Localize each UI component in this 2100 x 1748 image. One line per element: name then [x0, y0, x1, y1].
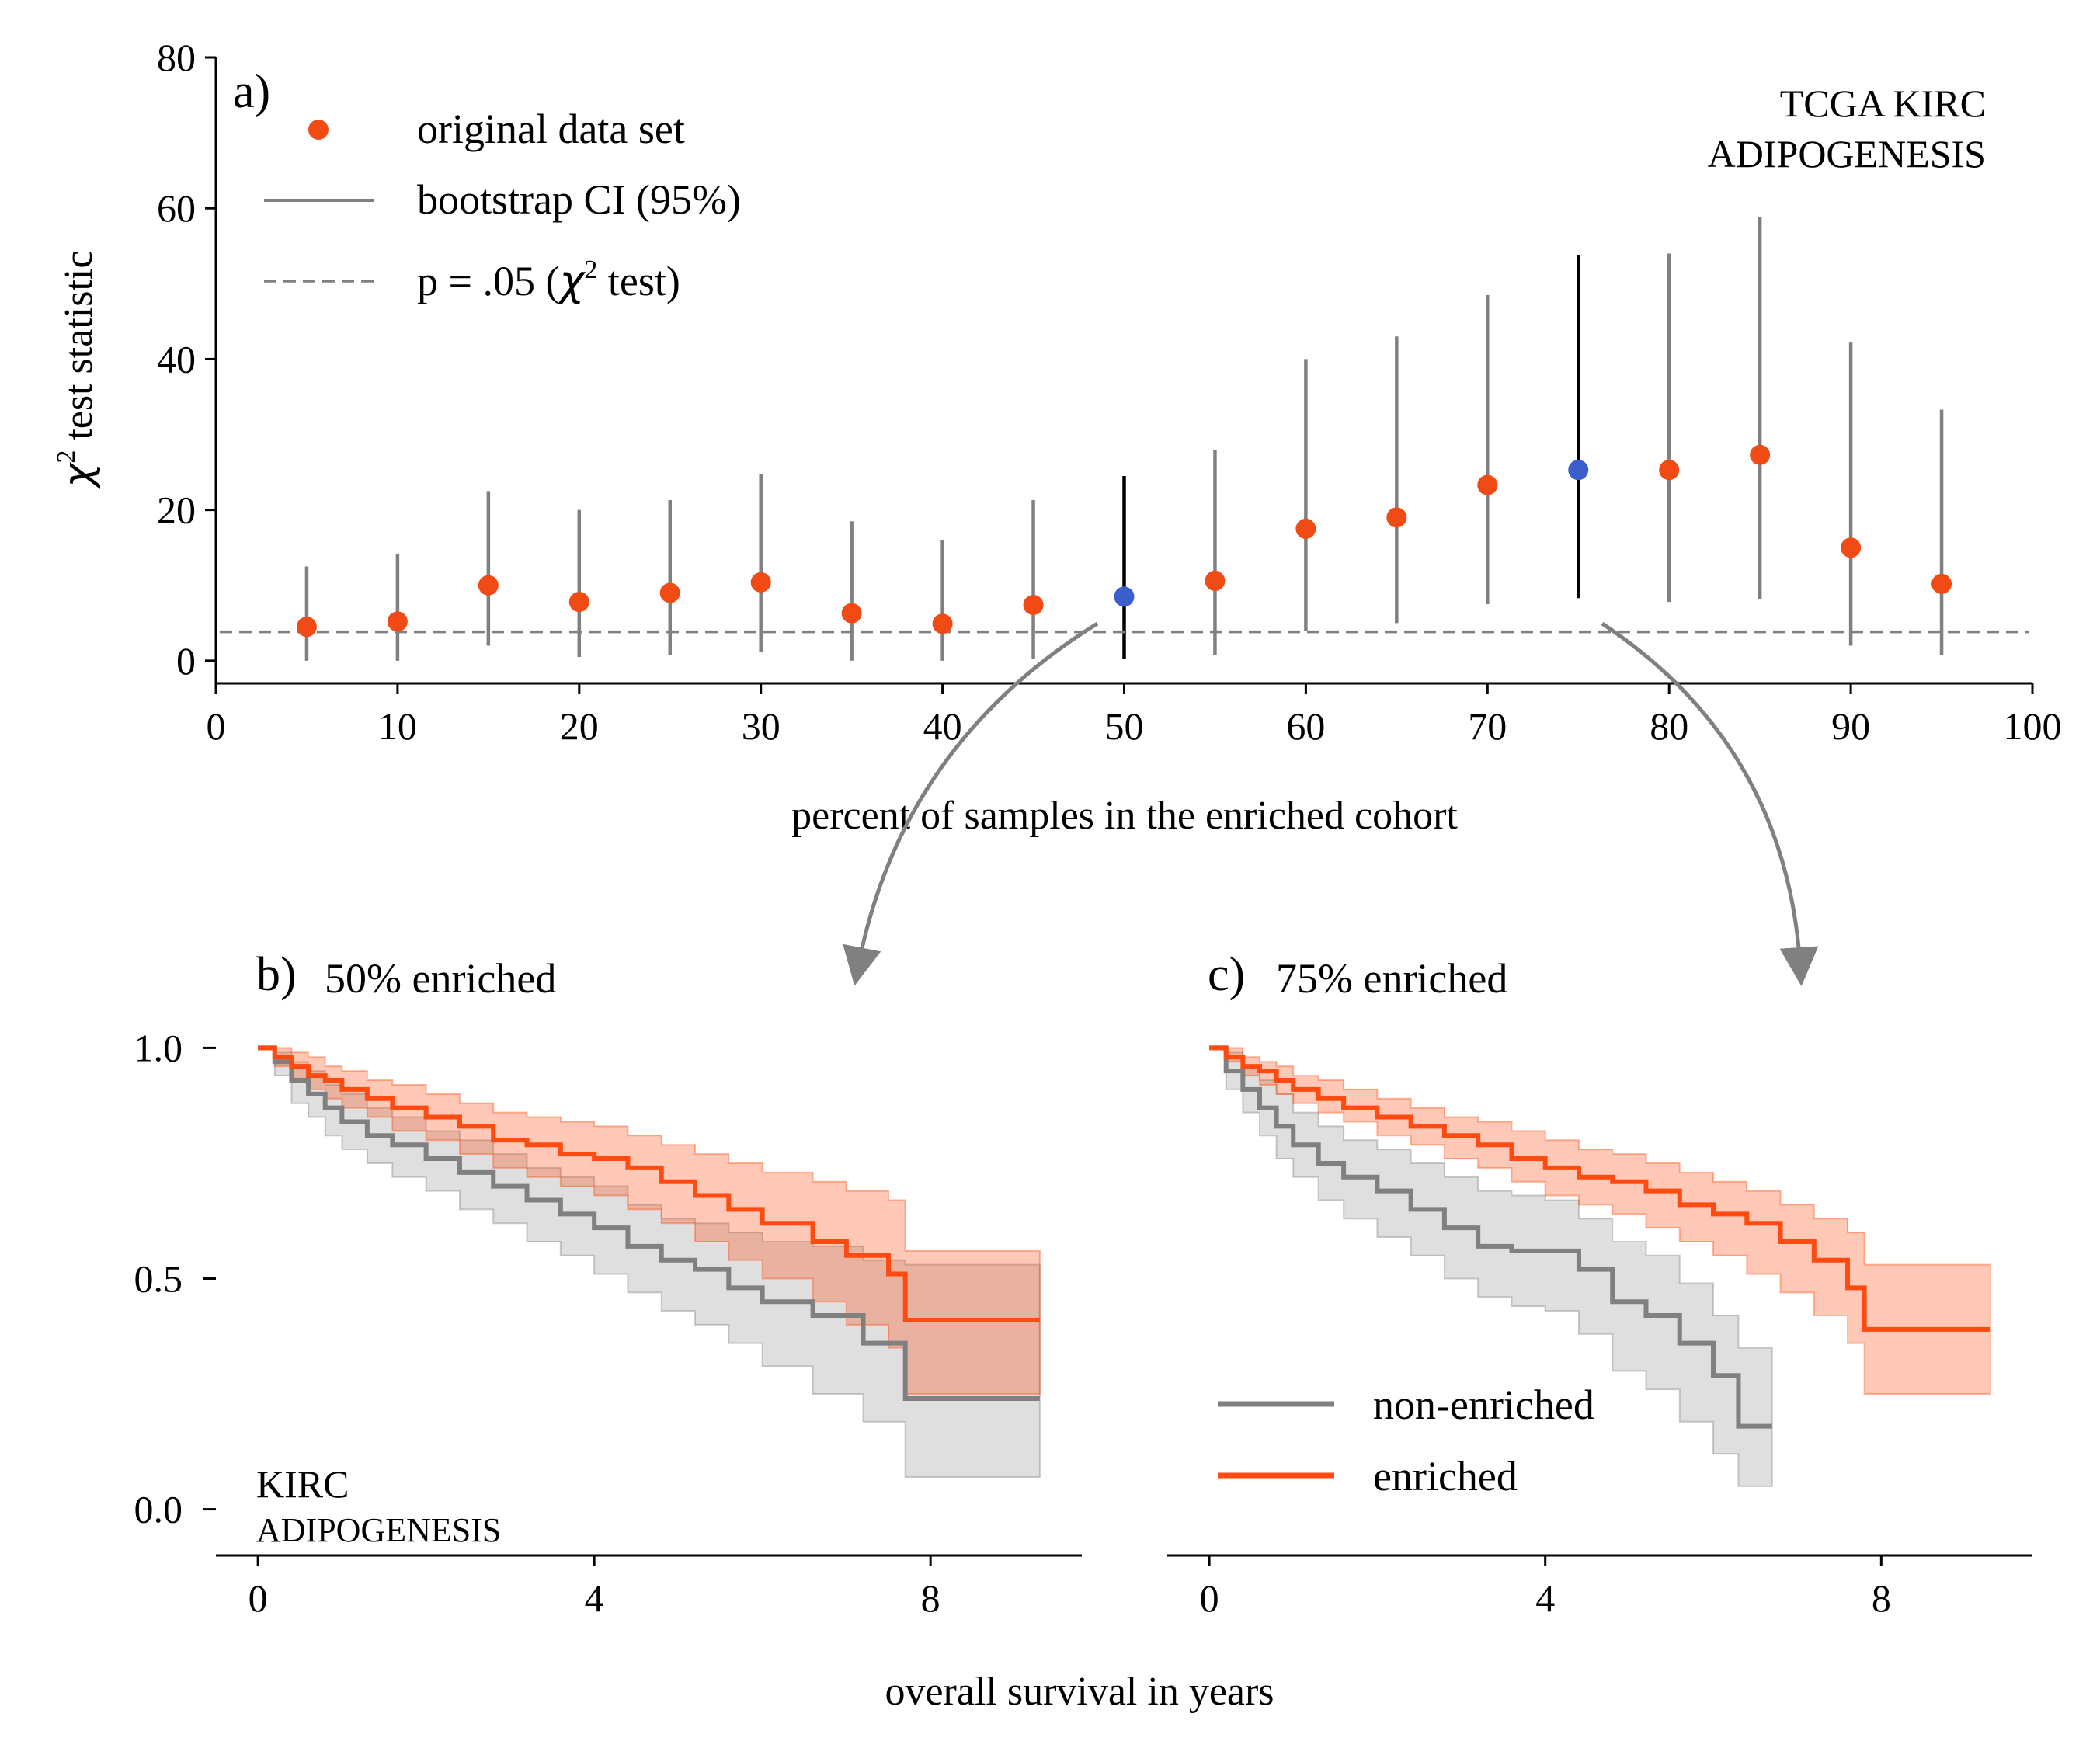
- y-tick-label-b-2: 1.0: [134, 1026, 183, 1069]
- panel-letter-c: c): [1208, 948, 1245, 1001]
- panel-a-scatter: 0 10 20 30 40 50 60 70 80 90 100 0 20 40 60 80 a) χ2 te…: [52, 36, 2062, 838]
- arrow-to-panel-c: [1601, 621, 1819, 986]
- x-tick-label-a-20: 20: [560, 704, 599, 748]
- ci-bars: [304, 217, 1944, 661]
- x-tick-label-a-30: 30: [742, 704, 781, 748]
- panel-letter-b: b): [256, 948, 297, 1001]
- x-tick-label-a-70: 70: [1468, 704, 1507, 748]
- legend-c: non-enriched enriched: [1218, 1381, 1594, 1500]
- survival-curves-b: [258, 1045, 1041, 1478]
- x-tick-label-a-90: 90: [1831, 704, 1870, 748]
- annotation-geneset-b: ADIPOGENESIS: [256, 1511, 501, 1549]
- data-point-90: [1841, 537, 1862, 558]
- data-point-45: [1023, 595, 1044, 616]
- axes-b: 0 4 8 0.0 0.5 1.0: [134, 1026, 1082, 1620]
- axes-c: 0 4 8: [1167, 1554, 2032, 1620]
- panel-c-survival: 0 4 8 c) 75% enriched non-enriched enriche…: [1167, 948, 2032, 1620]
- data-points: [296, 444, 1952, 638]
- y-tick-label-a-40: 40: [157, 337, 196, 381]
- y-tick-label-b-1: 0.5: [134, 1257, 183, 1301]
- data-point-20: [568, 592, 589, 613]
- survival-curve-b-0: [258, 1045, 1040, 1401]
- y-tick-label-a-60: 60: [157, 186, 196, 230]
- x-axis-label-a: percent of samples in the enriched cohor…: [791, 794, 1458, 838]
- survival-curve-b-1: [258, 1045, 1040, 1322]
- data-point-25: [659, 582, 680, 603]
- x-tick-label-b-0: 0: [249, 1576, 268, 1620]
- x-tick-label-c-0: 0: [1200, 1576, 1219, 1620]
- y-tick-label-a-20: 20: [157, 488, 196, 532]
- x-tick-label-c-4: 4: [1535, 1576, 1555, 1620]
- survival-curves-c: [1209, 1045, 1991, 1487]
- legend-label-threshold: p = .05 (χ2 test): [417, 255, 680, 305]
- confidence-band-b-0: [258, 1047, 1041, 1478]
- data-point-5: [296, 617, 317, 638]
- annotation-geneset: ADIPOGENESIS: [1708, 132, 1986, 175]
- y-tick-label-b-0: 0.0: [134, 1488, 183, 1531]
- data-point-15: [478, 575, 499, 596]
- data-point-55: [1205, 570, 1226, 591]
- y-axis-label-a: χ2 test statistic: [52, 251, 102, 490]
- x-axis-label-survival: overall survival in years: [885, 1670, 1274, 1714]
- confidence-band-c-1: [1209, 1047, 1991, 1395]
- annotation-cohort: KIRC: [256, 1462, 349, 1506]
- x-tick-label-a-60: 60: [1286, 704, 1325, 748]
- data-point-30: [750, 572, 771, 593]
- data-point-95: [1931, 573, 1952, 594]
- data-point-80: [1659, 460, 1680, 481]
- data-point-70: [1477, 474, 1498, 495]
- legend-marker-original: [308, 120, 329, 140]
- x-tick-label-b-8: 8: [921, 1576, 940, 1620]
- legend-a: original data set bootstrap CI (95%) p =…: [264, 106, 741, 305]
- arrow-to-panel-b: [843, 621, 1099, 986]
- x-tick-label-a-0: 0: [207, 704, 226, 748]
- x-tick-label-a-80: 80: [1650, 704, 1688, 748]
- annotation-dataset: TCGA KIRC: [1780, 82, 1986, 125]
- data-point-60: [1295, 518, 1316, 539]
- data-point-85: [1750, 444, 1771, 465]
- y-tick-label-a-80: 80: [157, 36, 196, 79]
- legend-label-enriched: enriched: [1373, 1453, 1518, 1500]
- confidence-band-b-1: [258, 1047, 1041, 1395]
- legend-label-original: original data set: [417, 106, 685, 152]
- x-tick-label-a-50: 50: [1105, 704, 1144, 748]
- axes-a: 0 10 20 30 40 50 60 70 80 90 100 0 20 40 60 80: [157, 36, 2062, 748]
- survival-curve-c-1: [1209, 1045, 1990, 1332]
- data-point-40: [932, 613, 953, 634]
- panel-b-survival: 0 4 8 0.0 0.5 1.0 b) 50% enriched KIRC ADIPOG…: [134, 948, 1082, 1620]
- x-tick-label-a-40: 40: [923, 704, 962, 748]
- x-tick-label-a-100: 100: [2004, 704, 2062, 748]
- legend-label-non-enriched: non-enriched: [1373, 1381, 1594, 1428]
- panel-letter-a: a): [233, 65, 270, 118]
- x-tick-label-b-4: 4: [585, 1576, 604, 1620]
- data-point-50: [1114, 586, 1135, 607]
- x-tick-label-c-8: 8: [1872, 1576, 1891, 1620]
- legend-label-ci: bootstrap CI (95%): [417, 176, 741, 223]
- survival-curve-c-0: [1209, 1045, 1772, 1429]
- panel-title-c: 75% enriched: [1276, 955, 1507, 1002]
- confidence-band-c-0: [1209, 1047, 1773, 1487]
- x-tick-label-a-10: 10: [378, 704, 417, 748]
- data-point-35: [841, 603, 862, 624]
- data-point-10: [387, 611, 408, 632]
- panel-title-b: 50% enriched: [325, 955, 556, 1002]
- y-tick-label-a-0: 0: [176, 639, 196, 683]
- data-point-65: [1386, 507, 1407, 528]
- data-point-75: [1568, 460, 1589, 481]
